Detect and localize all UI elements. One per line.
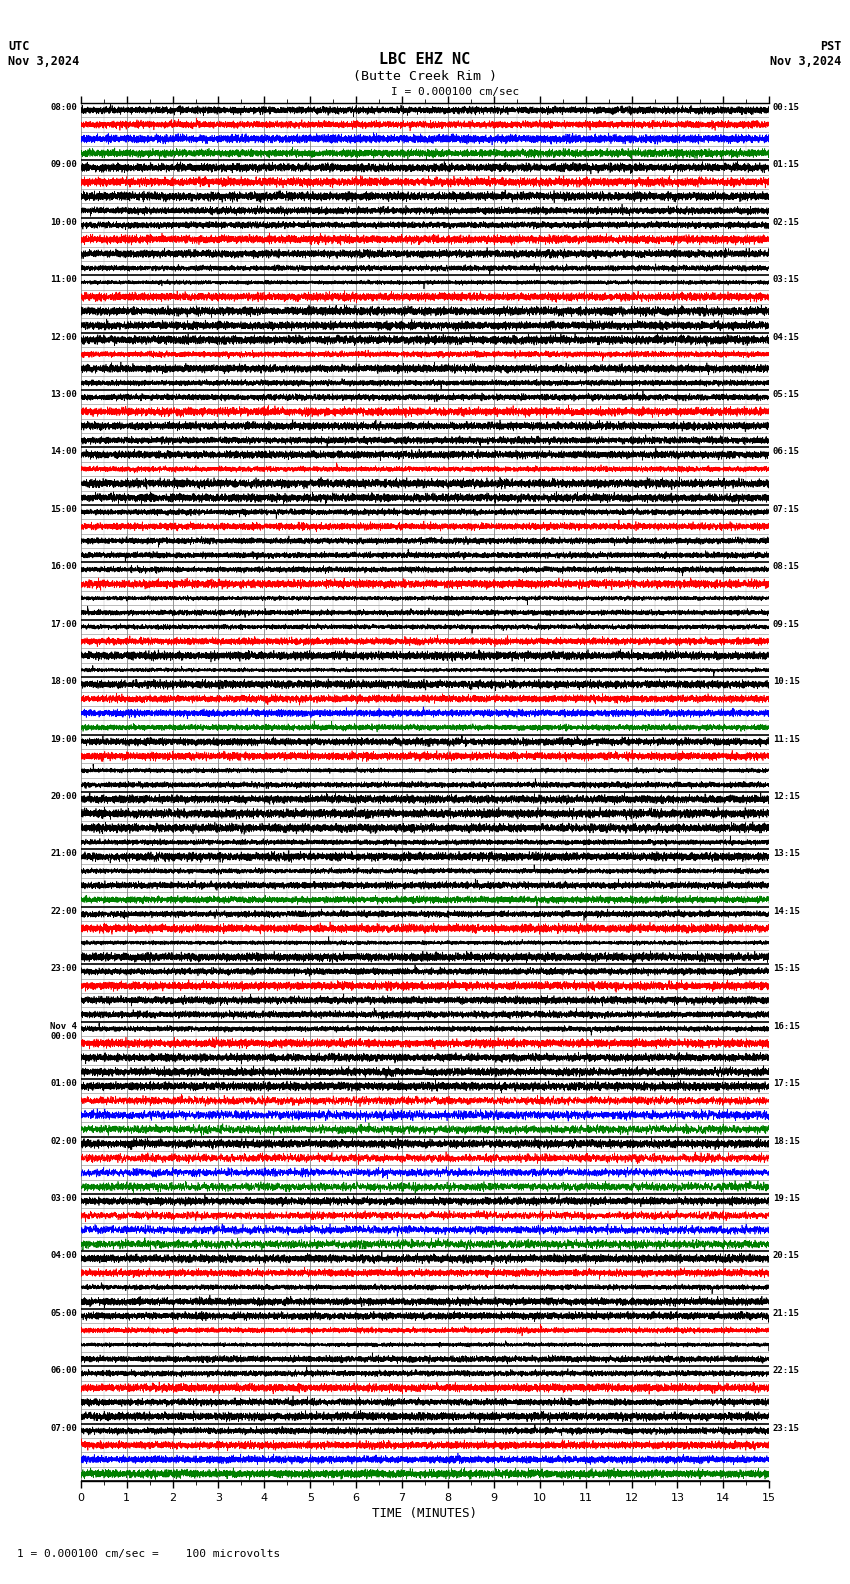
Text: 02:00: 02:00 xyxy=(50,1137,77,1145)
Text: 10:15: 10:15 xyxy=(773,676,800,686)
Text: UTC: UTC xyxy=(8,40,30,52)
Text: 10:00: 10:00 xyxy=(50,217,77,227)
Text: LBC EHZ NC: LBC EHZ NC xyxy=(379,52,471,67)
Text: 01:15: 01:15 xyxy=(773,160,800,169)
Text: 23:00: 23:00 xyxy=(50,965,77,973)
Text: Nov 3,2024: Nov 3,2024 xyxy=(8,55,80,68)
Text: 14:15: 14:15 xyxy=(773,906,800,916)
Text: 18:00: 18:00 xyxy=(50,676,77,686)
Text: 23:15: 23:15 xyxy=(773,1424,800,1432)
Text: 15:00: 15:00 xyxy=(50,505,77,513)
Text: 19:00: 19:00 xyxy=(50,735,77,743)
Text: 11:00: 11:00 xyxy=(50,276,77,284)
Text: 21:15: 21:15 xyxy=(773,1308,800,1318)
Text: 16:00: 16:00 xyxy=(50,562,77,572)
Text: 21:00: 21:00 xyxy=(50,849,77,859)
Text: Nov 3,2024: Nov 3,2024 xyxy=(770,55,842,68)
Text: Nov 4
00:00: Nov 4 00:00 xyxy=(50,1022,77,1041)
Text: 09:00: 09:00 xyxy=(50,160,77,169)
Text: 05:00: 05:00 xyxy=(50,1308,77,1318)
Text: 22:00: 22:00 xyxy=(50,906,77,916)
Text: 18:15: 18:15 xyxy=(773,1137,800,1145)
Text: 19:15: 19:15 xyxy=(773,1194,800,1202)
Text: 20:00: 20:00 xyxy=(50,792,77,802)
Text: 03:00: 03:00 xyxy=(50,1194,77,1202)
Text: 17:00: 17:00 xyxy=(50,619,77,629)
Text: 20:15: 20:15 xyxy=(773,1251,800,1261)
Text: 13:15: 13:15 xyxy=(773,849,800,859)
Text: 02:15: 02:15 xyxy=(773,217,800,227)
Text: 06:15: 06:15 xyxy=(773,447,800,456)
Text: (Butte Creek Rim ): (Butte Creek Rim ) xyxy=(353,70,497,82)
Text: 1 = 0.000100 cm/sec =    100 microvolts: 1 = 0.000100 cm/sec = 100 microvolts xyxy=(17,1549,280,1559)
Text: 11:15: 11:15 xyxy=(773,735,800,743)
Text: 12:00: 12:00 xyxy=(50,333,77,342)
Text: 08:00: 08:00 xyxy=(50,103,77,112)
Text: 12:15: 12:15 xyxy=(773,792,800,802)
X-axis label: TIME (MINUTES): TIME (MINUTES) xyxy=(372,1506,478,1521)
Text: 14:00: 14:00 xyxy=(50,447,77,456)
Text: 01:00: 01:00 xyxy=(50,1079,77,1088)
Text: 22:15: 22:15 xyxy=(773,1365,800,1375)
Text: 04:00: 04:00 xyxy=(50,1251,77,1261)
Text: 07:00: 07:00 xyxy=(50,1424,77,1432)
Text: 17:15: 17:15 xyxy=(773,1079,800,1088)
Text: 06:00: 06:00 xyxy=(50,1365,77,1375)
Text: PST: PST xyxy=(820,40,842,52)
Text: 04:15: 04:15 xyxy=(773,333,800,342)
Text: 08:15: 08:15 xyxy=(773,562,800,572)
Text: 05:15: 05:15 xyxy=(773,390,800,399)
Text: 09:15: 09:15 xyxy=(773,619,800,629)
Text: I = 0.000100 cm/sec: I = 0.000100 cm/sec xyxy=(391,87,519,97)
Text: 13:00: 13:00 xyxy=(50,390,77,399)
Text: 03:15: 03:15 xyxy=(773,276,800,284)
Text: 16:15: 16:15 xyxy=(773,1022,800,1031)
Text: 15:15: 15:15 xyxy=(773,965,800,973)
Text: 00:15: 00:15 xyxy=(773,103,800,112)
Text: 07:15: 07:15 xyxy=(773,505,800,513)
